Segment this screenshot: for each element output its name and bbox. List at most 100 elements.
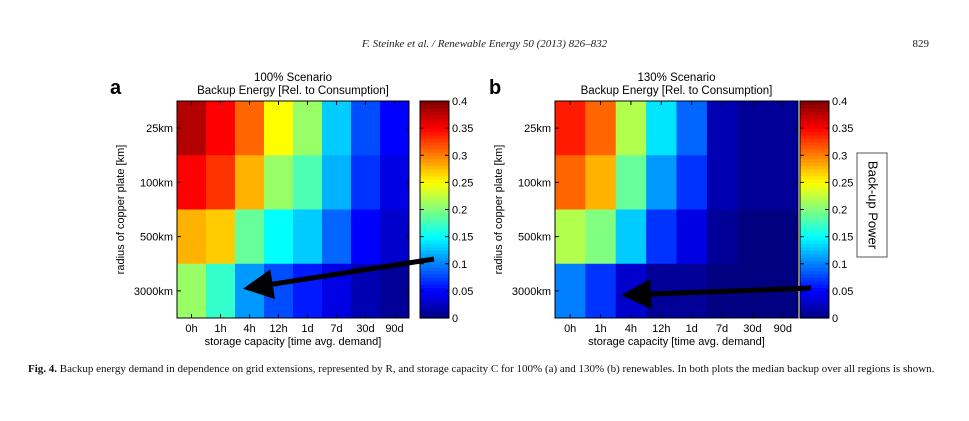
heatmap-cell — [737, 155, 769, 210]
page-header: F. Steinke et al. / Renewable Energy 50 … — [0, 38, 969, 54]
heatmap-cell — [293, 101, 323, 156]
panel-label: b — [489, 77, 501, 99]
colorbar-segment — [420, 243, 449, 248]
colorbar-segment — [800, 297, 829, 302]
heatmap-cell — [206, 155, 236, 210]
heatmap-cell — [585, 263, 617, 319]
x-tick-label: 12h — [269, 323, 287, 335]
colorbar-segment — [800, 128, 829, 133]
colorbar-segment — [420, 273, 449, 278]
colorbar-segment — [800, 202, 829, 207]
heatmap-cell — [676, 101, 708, 156]
colorbar-segment — [420, 162, 449, 167]
x-tick-label: 12h — [652, 323, 670, 335]
colorbar-segment — [800, 287, 829, 292]
colorbar-tick-label: 0.4 — [832, 96, 847, 108]
colorbar-tick-label: 0.2 — [832, 205, 847, 217]
heatmap-cell — [706, 101, 738, 156]
colorbar-segment — [800, 145, 829, 150]
colorbar-segment — [420, 270, 449, 275]
heatmap-cell — [322, 209, 352, 265]
colorbar-segment — [420, 304, 449, 309]
heatmap-cell — [767, 101, 799, 156]
x-tick-label: 7d — [716, 323, 728, 335]
y-tick-label: 25km — [524, 123, 551, 135]
y-axis-label: radius of copper plate [km] — [493, 145, 505, 275]
colorbar-segment — [420, 212, 449, 217]
heatmap-cell — [615, 209, 647, 265]
panel-label: a — [110, 77, 122, 99]
colorbar-segment — [800, 301, 829, 306]
heatmap-cell — [380, 263, 410, 319]
heatmap-cell — [206, 263, 236, 319]
heatmap-cell — [737, 101, 769, 156]
x-tick-label: 1d — [301, 323, 313, 335]
colorbar-tick-label: 0.05 — [452, 286, 473, 298]
colorbar-segment — [420, 128, 449, 133]
heatmap-cell — [264, 263, 294, 319]
heatmap-cell — [615, 263, 647, 319]
heatmap-cell — [585, 155, 617, 210]
heatmap-cell — [676, 209, 708, 265]
colorbar-segment — [420, 185, 449, 190]
heatmap-cell — [206, 101, 236, 156]
colorbar-segment — [800, 294, 829, 299]
colorbar-segment — [420, 168, 449, 173]
heatmap-cell — [767, 209, 799, 265]
chart-title: 130% Scenario — [638, 72, 716, 84]
colorbar-segment — [800, 253, 829, 258]
colorbar-segment — [420, 260, 449, 265]
colorbar-segment — [420, 182, 449, 187]
colorbar-segment — [800, 101, 829, 105]
plot-frame — [176, 100, 410, 319]
colorbar-tick-label: 0.4 — [452, 96, 467, 108]
colorbar-segment — [420, 277, 449, 282]
colorbar-segment — [800, 189, 829, 194]
colorbar-segment — [420, 256, 449, 261]
colorbar-segment — [420, 311, 449, 316]
annotation-arrow — [243, 256, 435, 299]
colorbar-tick-label: 0.3 — [452, 150, 467, 162]
colorbar-segment — [800, 240, 829, 245]
colorbar-segment — [800, 229, 829, 234]
chart-subtitle: Backup Energy [Rel. to Consumption] — [197, 85, 389, 97]
colorbar-segment — [420, 206, 449, 211]
colorbar-segment — [800, 138, 829, 143]
heatmap-cell — [235, 263, 265, 319]
y-tick-label: 3000km — [512, 286, 551, 298]
colorbar-tick-label: 0.35 — [832, 123, 853, 135]
colorbar-segment — [800, 165, 829, 170]
colorbar-segment — [420, 138, 449, 143]
heatmap-cell — [737, 209, 769, 265]
colorbar-segment — [800, 141, 829, 146]
x-tick-label: 4h — [243, 323, 255, 335]
x-tick-label: 7d — [330, 323, 342, 335]
heatmap-cell — [293, 155, 323, 210]
colorbar-segment — [420, 307, 449, 312]
colorbar-segment — [800, 250, 829, 255]
colorbar-tick-label: 0.25 — [832, 177, 853, 189]
heatmap-cell — [322, 101, 352, 156]
y-axis-label: radius of copper plate [km] — [115, 145, 127, 275]
colorbar-segment — [420, 226, 449, 231]
colorbar-tick-label: 0.15 — [832, 232, 853, 244]
y-tick-label: 500km — [140, 232, 173, 244]
colorbar-segment — [800, 104, 829, 109]
figure-caption: Fig. 4. Backup energy demand in dependen… — [28, 362, 940, 377]
colorbar-segment — [800, 212, 829, 217]
heatmap-cell — [351, 155, 381, 210]
colorbar-segment — [420, 267, 449, 272]
colorbar-segment — [420, 192, 449, 197]
colorbar-tick-label: 0.35 — [452, 123, 473, 135]
annotation-arrow — [621, 279, 812, 310]
heatmap-cell — [767, 155, 799, 210]
colorbar-segment — [420, 314, 449, 319]
colorbar-title-frame — [856, 152, 888, 258]
x-tick-label: 1d — [686, 323, 698, 335]
colorbar-segment — [420, 290, 449, 295]
chart-subtitle: Backup Energy [Rel. to Consumption] — [581, 85, 773, 97]
y-tick-label: 100km — [518, 177, 551, 189]
x-tick-label: 4h — [625, 323, 637, 335]
colorbar-segment — [800, 311, 829, 316]
